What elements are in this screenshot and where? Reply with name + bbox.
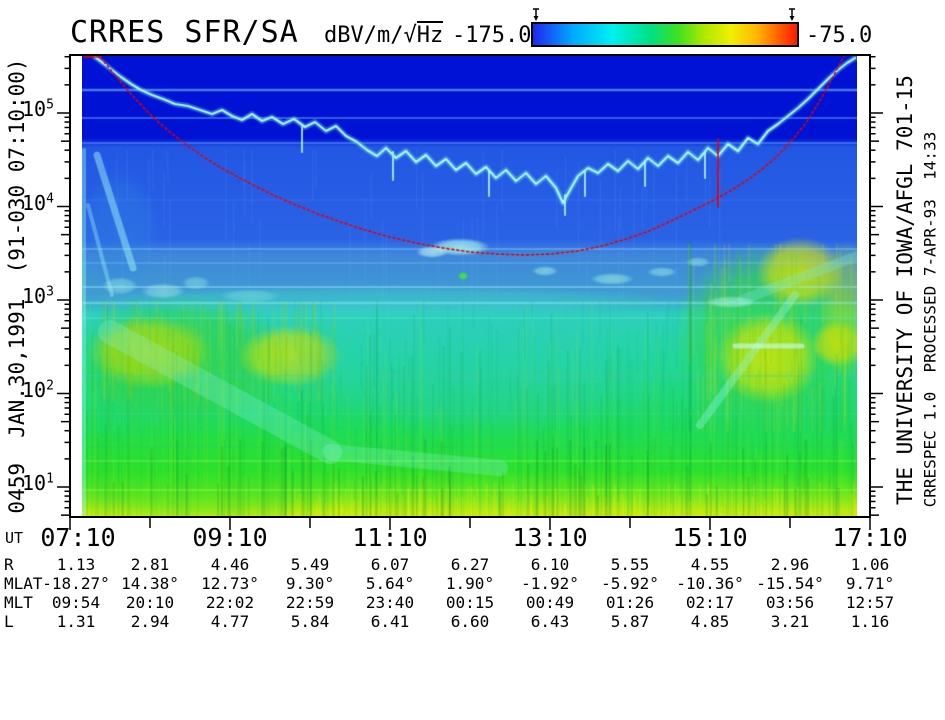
ephemeris-cell: 23:40 — [365, 593, 415, 612]
ephemeris-cell: 6.27 — [450, 555, 490, 574]
ephemeris-cell: 12.73° — [201, 574, 259, 593]
time-tick-label: 13:10 — [512, 523, 588, 552]
sqrt-icon: √ — [403, 23, 417, 48]
ephemeris-cell: 2.96 — [770, 555, 810, 574]
ephemeris-row-label-mlt: MLT — [4, 593, 33, 612]
ephemeris-cell: 1.16 — [850, 612, 890, 631]
ephemeris-cell: -5.92° — [601, 574, 659, 593]
time-tick-label: 07:10 — [40, 523, 116, 552]
ephemeris-cell: -15.54° — [756, 574, 824, 593]
ephemeris-cell: 6.07 — [370, 555, 410, 574]
freq-label-1e5: 105 — [22, 97, 54, 121]
ephemeris-cell: 5.87 — [610, 612, 650, 631]
ephemeris-cell: 12:57 — [845, 593, 895, 612]
ephemeris-cell: 6.60 — [450, 612, 490, 631]
freq-label-1e4: 104 — [22, 190, 54, 215]
ephemeris-cell: 09:54 — [51, 593, 101, 612]
institution-label: THE UNIVERSITY OF IOWA/AFGL 701-15 — [893, 75, 917, 505]
colorbar-min-label: -175.0 — [452, 23, 532, 48]
ephemeris-cell: 14.38° — [121, 574, 179, 593]
time-tick-label: 09:10 — [192, 523, 268, 552]
ephemeris-cell: 5.49 — [290, 555, 330, 574]
ephemeris-cell: 1.06 — [850, 555, 890, 574]
spectrogram-canvas — [82, 56, 857, 516]
ut-label: UT — [5, 529, 24, 547]
ephemeris-cell: -10.36° — [676, 574, 744, 593]
ephemeris-cell: 4.55 — [690, 555, 730, 574]
ephemeris-cell: 2.81 — [130, 555, 170, 574]
ephemeris-cell: 4.46 — [210, 555, 250, 574]
ephemeris-row-label-r: R — [4, 555, 14, 574]
ephemeris-cell: 03:56 — [765, 593, 815, 612]
units-radicand: Hz — [416, 21, 444, 48]
ephemeris-cell: 02:17 — [685, 593, 735, 612]
ephemeris-cell: -18.27° — [42, 574, 110, 593]
colorbar-gradient — [533, 24, 797, 45]
ephemeris-cell: 22:02 — [205, 593, 255, 612]
ephemeris-cell: 4.77 — [210, 612, 250, 631]
page-title: CRRES SFR/SA — [70, 15, 299, 50]
processing-label: CRRESPEC 1.0 PROCESSED 7-APR-93 14:33 — [920, 131, 940, 508]
ephemeris-cell: 9.71° — [845, 574, 895, 593]
ephemeris-cell: 5.55 — [610, 555, 650, 574]
ephemeris-cell: 6.43 — [530, 612, 570, 631]
ephemeris-cell: 1.31 — [56, 612, 96, 631]
colorbar-units-label: dBV/m/√Hz — [324, 21, 444, 48]
freq-label-1e2: 102 — [22, 377, 54, 402]
ephemeris-cell: 9.30° — [285, 574, 335, 593]
units-prefix: dBV/m/ — [324, 23, 404, 48]
ephemeris-cell: 5.64° — [365, 574, 415, 593]
time-tick-label: 17:10 — [832, 523, 908, 552]
ephemeris-cell: -1.92° — [521, 574, 579, 593]
ephemeris-cell: 1.13 — [56, 555, 96, 574]
time-tick-label: 11:10 — [352, 523, 428, 552]
ephemeris-cell: 1.90° — [445, 574, 495, 593]
colorbar-marker-icon — [533, 16, 539, 21]
ephemeris-cell: 22:59 — [285, 593, 335, 612]
ephemeris-cell: 2.94 — [130, 612, 170, 631]
ephemeris-cell: 00:49 — [525, 593, 575, 612]
ephemeris-cell: 4.85 — [690, 612, 730, 631]
ephemeris-cell: 01:26 — [605, 593, 655, 612]
colorbar-marker-icon — [789, 16, 795, 21]
colorbar — [531, 22, 799, 47]
ephemeris-cell: 20:10 — [125, 593, 175, 612]
freq-label-1e3: 103 — [22, 284, 54, 308]
ephemeris-row-label-mlat: MLAT — [4, 574, 43, 593]
ephemeris-row-label-l: L — [4, 612, 14, 631]
ephemeris-cell: 5.84 — [290, 612, 330, 631]
ephemeris-cell: 6.10 — [530, 555, 570, 574]
freq-label-1e1: 101 — [22, 471, 54, 495]
ephemeris-cell: 3.21 — [770, 612, 810, 631]
ephemeris-cell: 00:15 — [445, 593, 495, 612]
ephemeris-cell: 6.41 — [370, 612, 410, 631]
colorbar-max-label: -75.0 — [806, 23, 873, 48]
time-tick-label: 15:10 — [672, 523, 748, 552]
